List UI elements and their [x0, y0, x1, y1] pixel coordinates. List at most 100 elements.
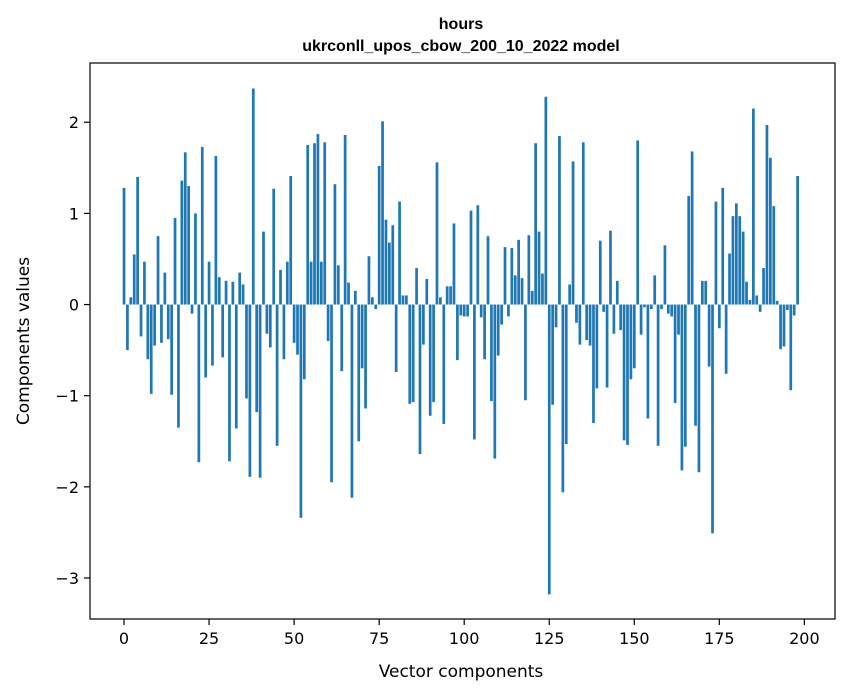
bar-183 — [745, 281, 748, 305]
bar-156 — [653, 275, 657, 305]
bar-173 — [711, 304, 714, 534]
x-axis-label: Vector components — [379, 662, 544, 682]
y-tick-label: −2 — [55, 478, 79, 497]
bar-19 — [187, 186, 191, 305]
bar-62 — [333, 184, 337, 305]
bar-16 — [177, 304, 180, 428]
bar-133 — [575, 304, 578, 323]
x-tick-label: 25 — [199, 629, 219, 648]
bar-2 — [129, 297, 133, 305]
bar-97 — [452, 223, 456, 305]
bar-110 — [496, 304, 500, 356]
bar-73 — [370, 297, 374, 305]
bar-46 — [279, 269, 282, 305]
bar-119 — [527, 235, 531, 305]
bar-155 — [649, 304, 653, 310]
bar-47 — [282, 304, 286, 360]
bar-0 — [122, 187, 126, 305]
bar-6 — [143, 261, 146, 305]
bar-76 — [381, 121, 384, 305]
plot-frame — [89, 62, 836, 620]
bar-193 — [779, 304, 782, 350]
bar-26 — [211, 304, 214, 366]
bar-122 — [537, 231, 541, 305]
bar-153 — [643, 304, 646, 308]
bar-45 — [275, 304, 279, 446]
bar-52 — [299, 304, 303, 518]
bar-42 — [265, 304, 269, 334]
bar-121 — [534, 143, 537, 305]
bar-55 — [309, 261, 313, 305]
bar-83 — [405, 295, 408, 305]
bar-116 — [517, 239, 520, 305]
bar-107 — [486, 236, 490, 305]
bar-157 — [656, 304, 660, 446]
bar-165 — [683, 304, 687, 447]
bar-44 — [272, 188, 276, 305]
bar-35 — [241, 284, 245, 305]
bar-171 — [704, 280, 708, 305]
bar-96 — [449, 286, 452, 305]
bar-53 — [302, 304, 306, 380]
x-tick-label: 200 — [789, 629, 820, 648]
bar-72 — [367, 256, 371, 305]
bar-150 — [632, 304, 636, 369]
bar-1 — [126, 304, 129, 351]
bar-134 — [578, 304, 582, 345]
bar-50 — [292, 304, 296, 343]
bar-82 — [401, 295, 405, 305]
bar-69 — [357, 304, 361, 442]
bar-143 — [609, 230, 612, 305]
bar-31 — [228, 304, 231, 462]
bar-84 — [408, 304, 412, 404]
bar-75 — [377, 166, 381, 305]
bar-27 — [214, 155, 218, 305]
bar-34 — [238, 272, 242, 305]
bar-108 — [490, 304, 493, 402]
bar-146 — [619, 304, 623, 331]
bar-126 — [551, 304, 555, 405]
bar-144 — [612, 304, 616, 334]
x-tick-label: 175 — [704, 629, 735, 648]
bar-86 — [415, 268, 418, 305]
bar-49 — [289, 176, 293, 305]
bar-196 — [789, 304, 793, 391]
bar-164 — [680, 304, 684, 471]
bar-9 — [153, 304, 156, 346]
bar-32 — [231, 281, 235, 305]
y-tick-label: 2 — [69, 113, 79, 132]
bar-90 — [428, 304, 432, 416]
bar-36 — [245, 304, 248, 399]
bar-3 — [132, 254, 136, 305]
bar-137 — [588, 304, 592, 346]
bar-92 — [435, 162, 439, 305]
bar-28 — [217, 277, 221, 305]
bar-85 — [411, 304, 415, 403]
bar-64 — [340, 304, 344, 372]
bar-111 — [500, 304, 503, 325]
bar-192 — [775, 300, 779, 305]
bar-20 — [190, 304, 194, 314]
bar-147 — [622, 304, 626, 441]
bar-168 — [694, 304, 697, 426]
bar-102 — [469, 210, 473, 305]
bar-151 — [636, 140, 640, 305]
bar-66 — [347, 282, 350, 305]
x-tick-label: 50 — [284, 629, 304, 648]
x-tick-label: 100 — [449, 629, 480, 648]
bar-99 — [459, 304, 463, 316]
bar-54 — [306, 145, 310, 305]
bar-187 — [758, 304, 762, 312]
bar-149 — [629, 304, 633, 380]
bar-24 — [204, 304, 208, 378]
bar-109 — [493, 304, 497, 459]
bar-175 — [717, 304, 721, 329]
bar-40 — [258, 304, 262, 478]
bar-11 — [160, 304, 163, 343]
bar-100 — [462, 304, 466, 317]
bar-10 — [156, 236, 160, 305]
bar-77 — [384, 219, 388, 305]
bar-194 — [782, 304, 786, 347]
bar-158 — [660, 304, 663, 310]
